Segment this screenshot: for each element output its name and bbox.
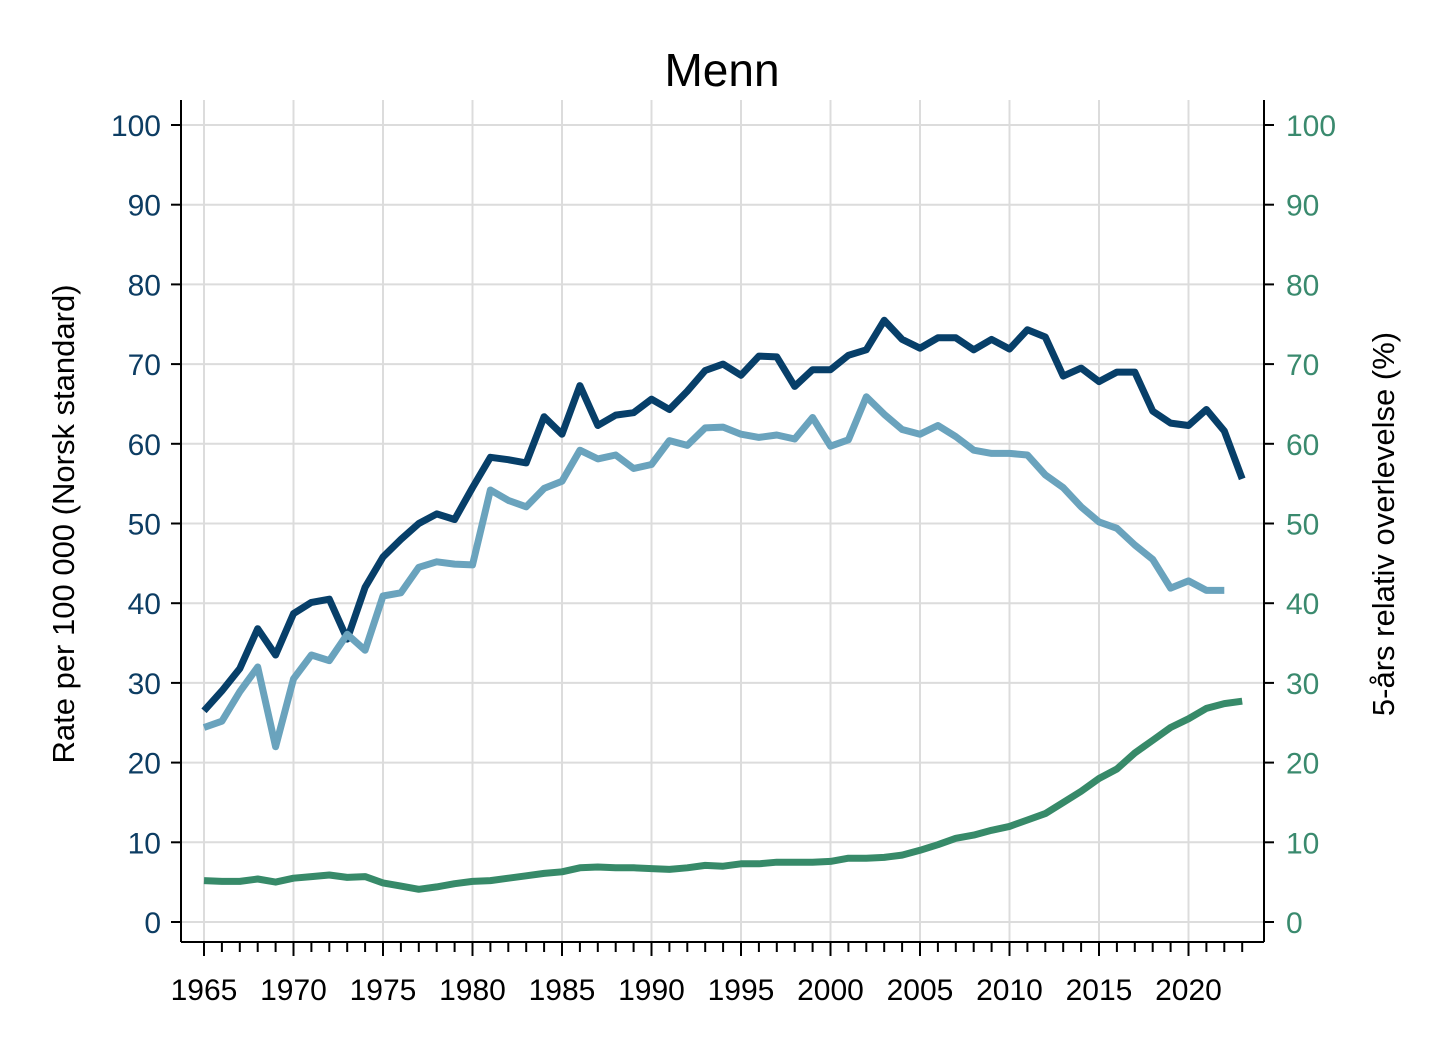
- series-line-2: [202, 393, 1225, 751]
- grid: [181, 100, 1264, 942]
- series-line-1: [201, 316, 1246, 714]
- x-tick-label: 1995: [708, 974, 775, 1007]
- right-axis-label: 5-års relativ overlevelse (%): [1366, 332, 1401, 716]
- x-tick-label: 2000: [797, 974, 864, 1007]
- right-y-tick-label: 80: [1286, 269, 1319, 302]
- right-y-tick-label: 20: [1286, 748, 1319, 781]
- x-tick-label: 1970: [260, 974, 327, 1007]
- x-tick-label: 1965: [171, 974, 238, 1007]
- left-y-tick-label: 10: [128, 827, 161, 860]
- x-tick-label: 2005: [887, 974, 954, 1007]
- left-y-tick-label: 60: [128, 429, 161, 462]
- x-tick-label: 2015: [1066, 974, 1133, 1007]
- right-y-tick-label: 40: [1286, 588, 1319, 621]
- left-y-tick-label: 100: [111, 110, 161, 143]
- x-tick-label: 2010: [976, 974, 1043, 1007]
- right-y-tick-label: 100: [1286, 110, 1336, 143]
- right-y-tick-label: 30: [1286, 668, 1319, 701]
- x-tick-label: 2020: [1155, 974, 1222, 1007]
- series-line-3: [203, 697, 1243, 893]
- left-y-tick-label: 70: [128, 349, 161, 382]
- left-y-tick-label: 80: [128, 269, 161, 302]
- right-y-tick-label: 90: [1286, 190, 1319, 223]
- left-y-tick-label: 90: [128, 190, 161, 223]
- x-tick-label: 1975: [350, 974, 417, 1007]
- axes: 0 10 20 30 40 50 60 70 80 90 100 0 10 20 30 40 50 60 70 80 9…: [111, 100, 1336, 1007]
- left-y-tick-label: 20: [128, 748, 161, 781]
- left-y-tick-label: 40: [128, 588, 161, 621]
- series-lines: [201, 316, 1246, 893]
- right-y-tick-label: 70: [1286, 349, 1319, 382]
- left-y-tick-label: 50: [128, 509, 161, 542]
- right-y-tick-label: 60: [1286, 429, 1319, 462]
- left-axis-label: Rate per 100 000 (Norsk standard): [46, 284, 81, 763]
- right-y-tick-label: 50: [1286, 509, 1319, 542]
- x-tick-label: 1980: [439, 974, 506, 1007]
- left-y-tick-label: 0: [144, 907, 161, 940]
- x-tick-label: 1990: [618, 974, 685, 1007]
- left-y-tick-label: 30: [128, 668, 161, 701]
- x-tick-label: 1985: [529, 974, 596, 1007]
- chart-title: Menn: [664, 44, 779, 96]
- right-y-tick-label: 10: [1286, 827, 1319, 860]
- right-y-tick-label: 0: [1286, 907, 1303, 940]
